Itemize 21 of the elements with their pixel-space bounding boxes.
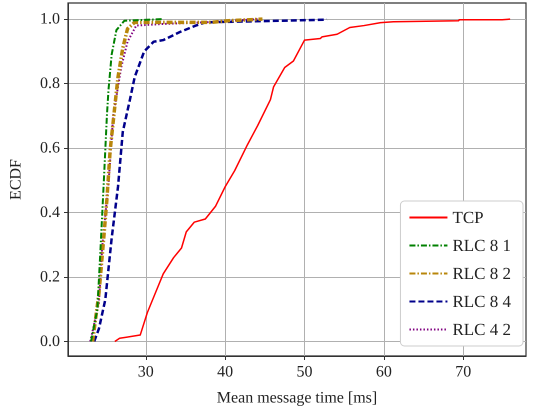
y-axis-title: ECDF xyxy=(8,158,24,200)
y-tick-label: 0.0 xyxy=(40,332,60,350)
x-tick-label: 50 xyxy=(296,364,313,380)
x-tick-label: 30 xyxy=(138,364,154,380)
legend-label: RLC 8 4 xyxy=(452,292,512,311)
x-tick-label: 40 xyxy=(217,364,234,380)
x-tick-label: 60 xyxy=(376,364,392,380)
x-axis-title: Mean message time [ms] xyxy=(216,390,378,406)
x-tick-label: 70 xyxy=(455,364,472,380)
line-series xyxy=(92,18,328,343)
y-tick-label: 0.6 xyxy=(40,140,60,157)
legend-label: RLC 8 1 xyxy=(452,236,511,255)
y-tick-label: 0.8 xyxy=(40,75,60,92)
line-series xyxy=(114,18,511,342)
y-tick-label: 1.0 xyxy=(40,10,60,28)
legend-label: RLC 4 2 xyxy=(452,320,511,339)
y-tick-label: 0.2 xyxy=(40,268,60,286)
y-tick-label: 0.4 xyxy=(40,204,60,222)
legend-label: TCP xyxy=(452,208,484,227)
line-series xyxy=(90,18,164,342)
legend-label: RLC 8 2 xyxy=(452,264,511,283)
